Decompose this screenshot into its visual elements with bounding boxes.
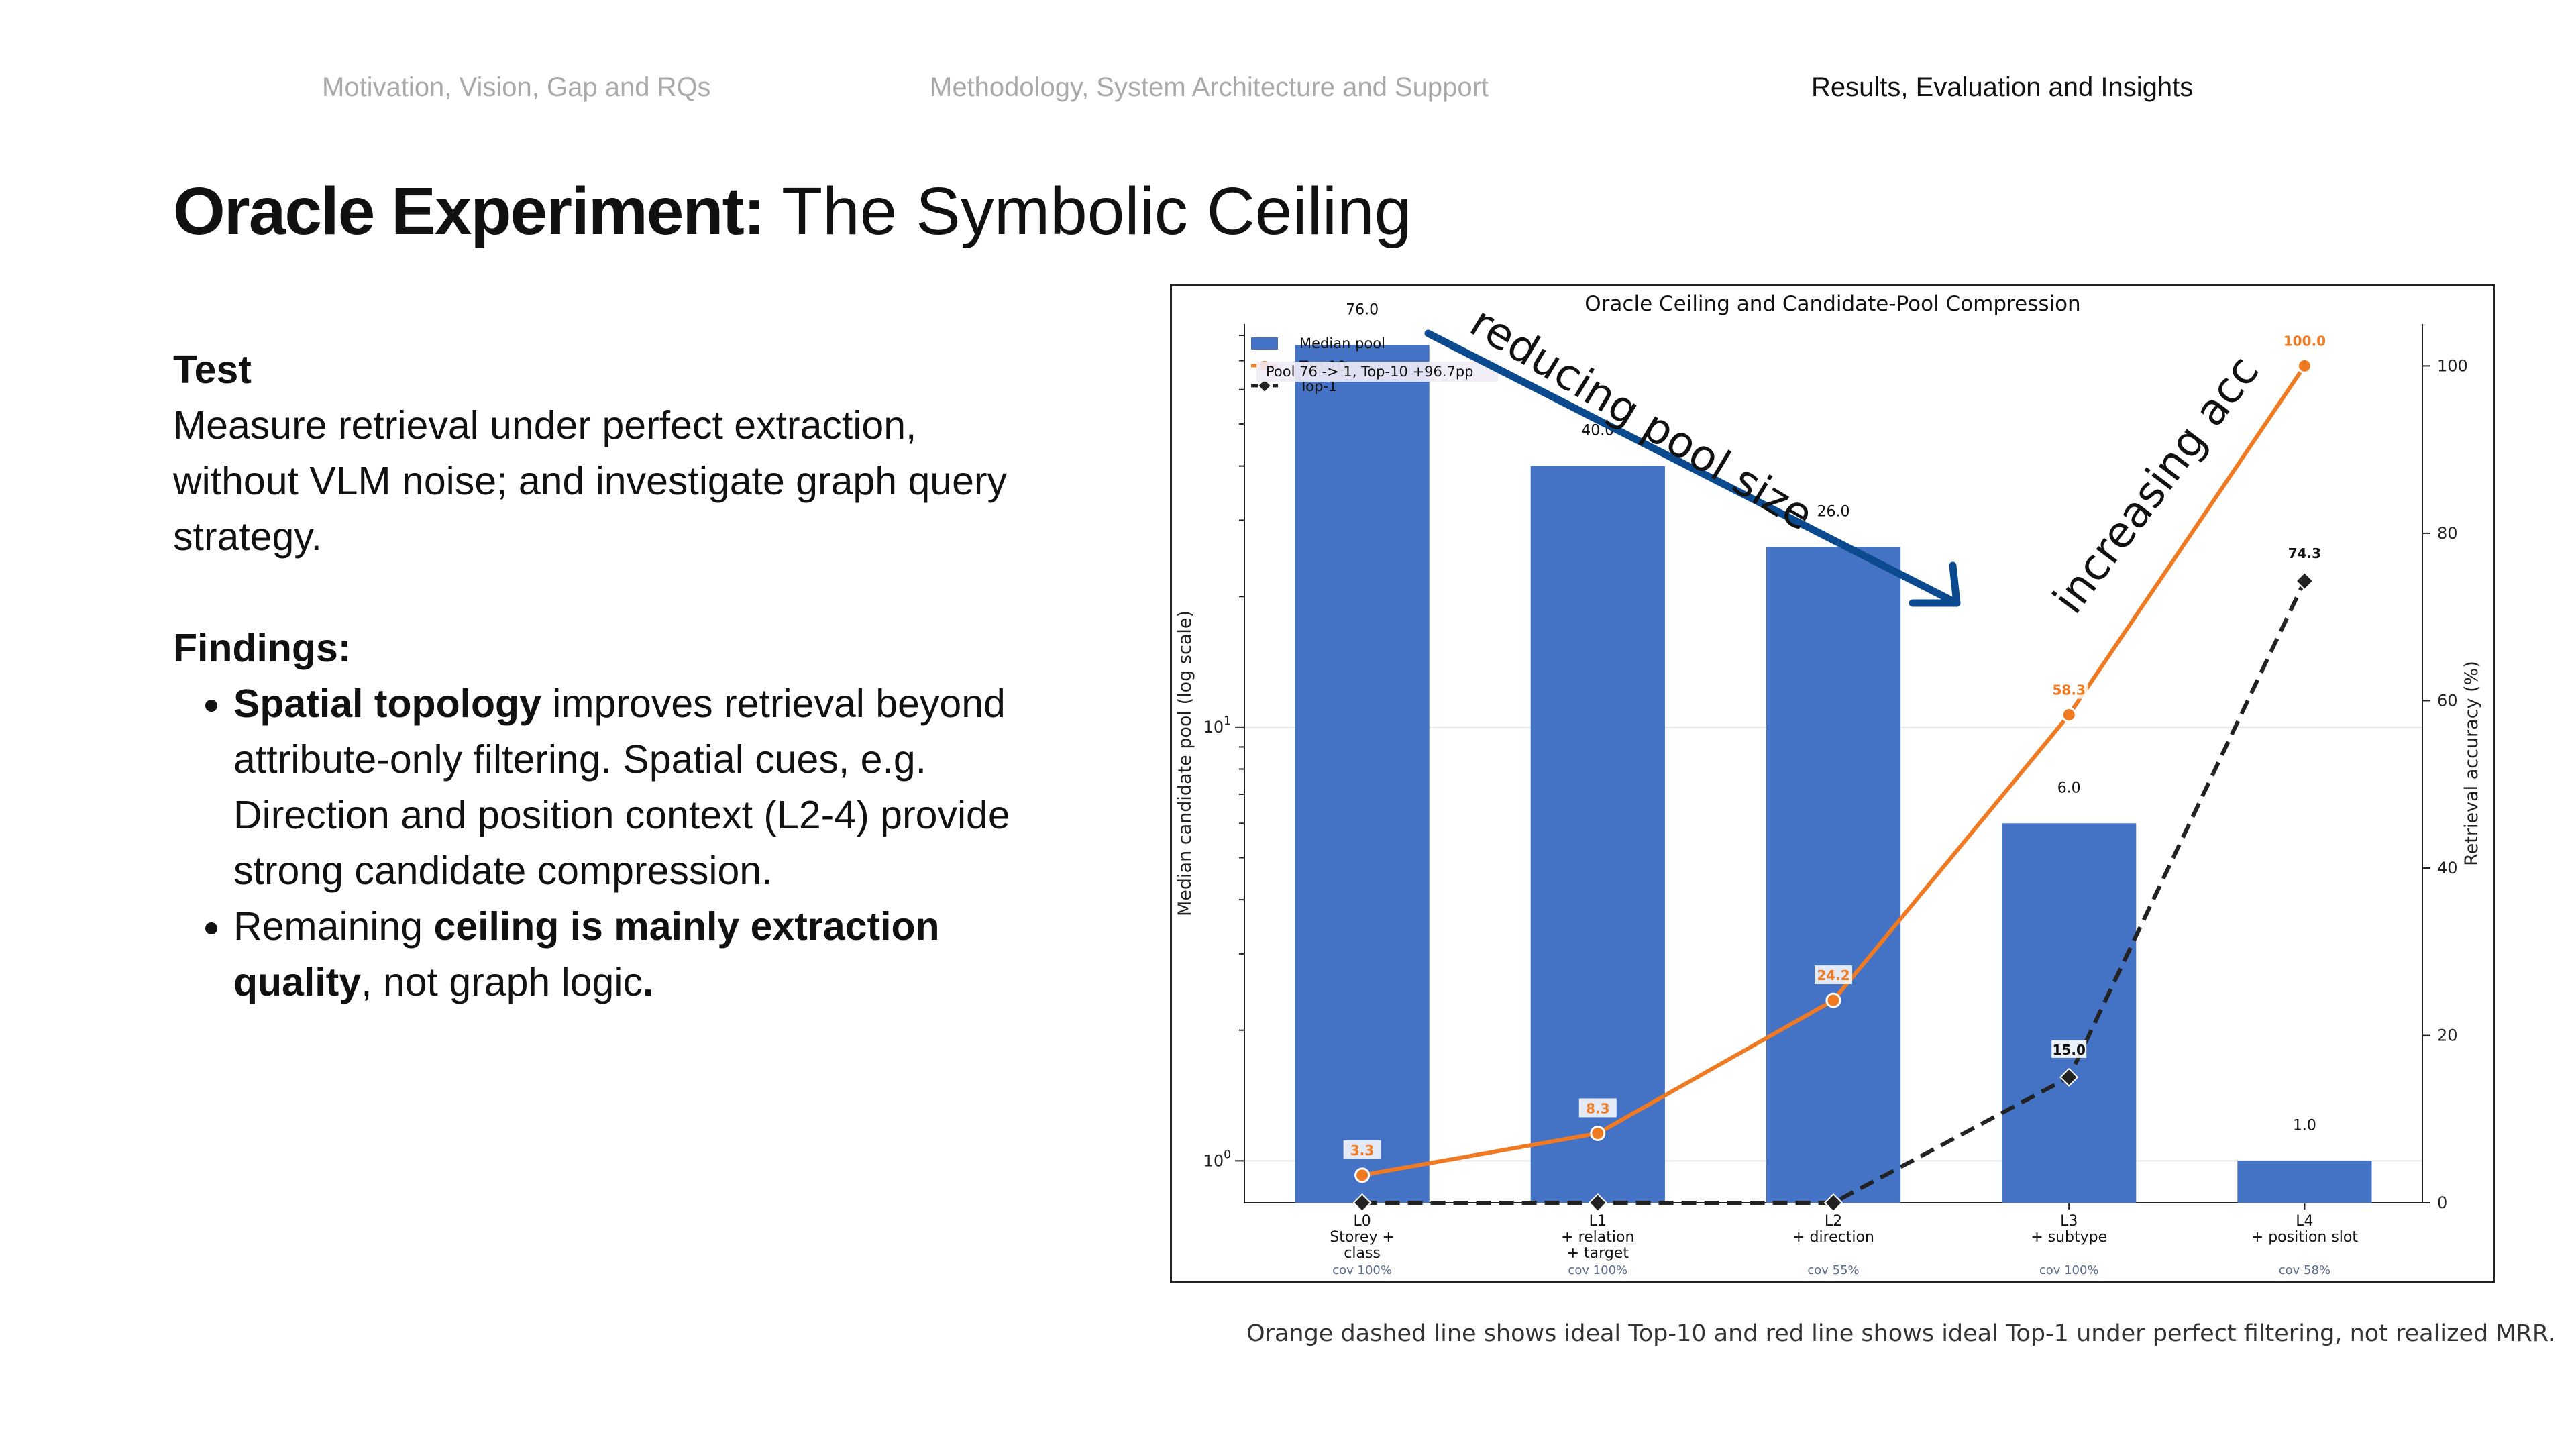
x-tick-label: + subtype xyxy=(2031,1229,2107,1246)
finding-1-bold: Spatial topology xyxy=(233,682,541,726)
top1-point xyxy=(1352,1193,1372,1213)
x-tick-label: + direction xyxy=(1792,1229,1874,1246)
x-tick-label: L1 xyxy=(1589,1213,1607,1230)
top10-value-label: 3.3 xyxy=(1350,1142,1374,1159)
y2-tick-label: 100 xyxy=(2437,356,2468,375)
top1-value-label: 74.3 xyxy=(2288,545,2321,561)
title-bold: Oracle Experiment: xyxy=(173,174,765,249)
bar xyxy=(2002,823,2137,1203)
top1-line xyxy=(1362,580,2307,1205)
y-axis-label: Median candidate pool (log scale) xyxy=(1175,610,1195,916)
finding-2-text: , not graph logic xyxy=(361,960,643,1004)
bar xyxy=(1530,466,1665,1203)
bar-value-label: 6.0 xyxy=(2057,780,2081,796)
label-bg xyxy=(2050,680,2088,699)
title-mask xyxy=(1454,286,1514,305)
label-bg xyxy=(1343,1140,1381,1159)
y2-axis-label: Retrieval accuracy (%) xyxy=(2461,661,2482,866)
pool-arrowhead xyxy=(1909,561,1961,607)
top10-value-label: 100.0 xyxy=(2284,333,2326,349)
findings-list: Spatial topology improves retrieval beyo… xyxy=(173,676,1045,1010)
y-tick-label: 100 xyxy=(1203,1148,1231,1170)
x-tick-label: L0 xyxy=(1353,1213,1371,1230)
pool-arrow xyxy=(1424,329,1961,607)
legend-marker xyxy=(1258,380,1271,392)
title-rest: The Symbolic Ceiling xyxy=(764,174,1412,249)
top1-point xyxy=(1588,1193,1607,1213)
top1-point xyxy=(1823,1193,1843,1213)
bar-value-label: 1.0 xyxy=(2293,1117,2316,1134)
coverage-label: cov 100% xyxy=(1568,1263,1627,1277)
top1-value-label: 15.0 xyxy=(2053,1042,2086,1058)
y2-tick-label: 60 xyxy=(2437,691,2458,710)
x-tick-label: L4 xyxy=(2296,1213,2313,1230)
x-tick-label: + position slot xyxy=(2251,1229,2359,1246)
finding-2-end: . xyxy=(642,960,654,1004)
y2-tick-label: 40 xyxy=(2437,859,2458,877)
top10-point xyxy=(1590,1125,1606,1141)
findings-section: Findings: Spatial topology improves retr… xyxy=(173,621,1045,1010)
y-tick-label: 101 xyxy=(1203,714,1231,737)
nav-results[interactable]: Results, Evaluation and Insights xyxy=(1811,72,2194,102)
bar-value-label: 76.0 xyxy=(1346,301,1379,318)
x-tick-label: L3 xyxy=(2060,1213,2078,1230)
label-bg xyxy=(1578,1098,1617,1118)
findings-heading: Findings: xyxy=(173,626,352,670)
chart-annotation: Pool 76 -> 1, Top-10 +96.7pp xyxy=(1266,364,1474,380)
chart-image: 100 101 0 20 40 60 80 100 Median candidate pool … xyxy=(1170,284,2496,1283)
bar xyxy=(1295,345,1430,1203)
label-bg xyxy=(2051,1040,2087,1058)
slide-title: Oracle Experiment: The Symbolic Ceiling xyxy=(173,173,1411,250)
finding-2-pre: Remaining xyxy=(233,904,434,949)
y2-tick-label: 0 xyxy=(2437,1193,2447,1212)
top10-value-label: 58.3 xyxy=(2053,682,2086,698)
label-bg xyxy=(1815,965,1852,985)
text-column: Test Measure retrieval under perfect ext… xyxy=(173,342,1045,1010)
top1-point xyxy=(2295,571,2314,591)
bar xyxy=(2237,1161,2372,1203)
annotation-box xyxy=(1256,362,1498,382)
x-tick-label: class xyxy=(1344,1245,1381,1262)
x-tick-label: + relation xyxy=(1561,1229,1634,1246)
bar xyxy=(1766,547,1901,1203)
label-bg xyxy=(2287,544,2322,562)
coverage-label: cov 100% xyxy=(2039,1263,2099,1277)
coverage-label: cov 58% xyxy=(2279,1263,2330,1277)
top1-point xyxy=(2059,1067,2079,1087)
coverage-label: cov 100% xyxy=(1332,1263,1392,1277)
nav-methodology[interactable]: Methodology, System Architecture and Sup… xyxy=(930,72,1489,102)
legend-label: Median pool xyxy=(1299,335,1385,352)
label-bg xyxy=(2286,331,2324,350)
coverage-label: cov 55% xyxy=(1807,1263,1859,1277)
top10-point xyxy=(1354,1167,1371,1183)
acc-annotation: increasing acc xyxy=(2044,347,2269,623)
test-heading: Test xyxy=(173,347,252,392)
top10-value-label: 8.3 xyxy=(1586,1100,1609,1116)
finding-1-text: improves retrieval beyond attribute-only… xyxy=(233,682,1010,893)
x-tick-label: Storey + xyxy=(1330,1229,1395,1246)
test-body: Measure retrieval under perfect extracti… xyxy=(173,403,1008,559)
top10-point xyxy=(1825,992,1841,1008)
finding-2: Remaining ceiling is mainly extraction q… xyxy=(233,899,1045,1010)
chart-title: Oracle Ceiling and Candidate-Pool Compre… xyxy=(1585,292,2080,316)
oracle-chart: 100 101 0 20 40 60 80 100 Median candidate pool … xyxy=(1175,286,2482,1277)
y2-tick-label: 80 xyxy=(2437,524,2458,543)
y2-tick-label: 20 xyxy=(2437,1026,2458,1044)
test-section: Test Measure retrieval under perfect ext… xyxy=(173,342,1045,565)
legend-swatch-bar xyxy=(1251,337,1278,350)
chart-caption: Orange dashed line shows ideal Top-10 an… xyxy=(1246,1320,2556,1347)
top10-point xyxy=(2061,707,2077,723)
finding-2-bold: ceiling is mainly extraction quality xyxy=(233,904,940,1004)
x-tick-label: L2 xyxy=(1825,1213,1842,1230)
top10-value-label: 24.2 xyxy=(1817,967,1849,983)
x-tick-label: + target xyxy=(1567,1245,1629,1262)
top10-point xyxy=(2296,358,2312,374)
nav-motivation[interactable]: Motivation, Vision, Gap and RQs xyxy=(322,72,711,102)
bar-value-label: 26.0 xyxy=(1817,504,1850,521)
finding-1: Spatial topology improves retrieval beyo… xyxy=(233,676,1045,899)
